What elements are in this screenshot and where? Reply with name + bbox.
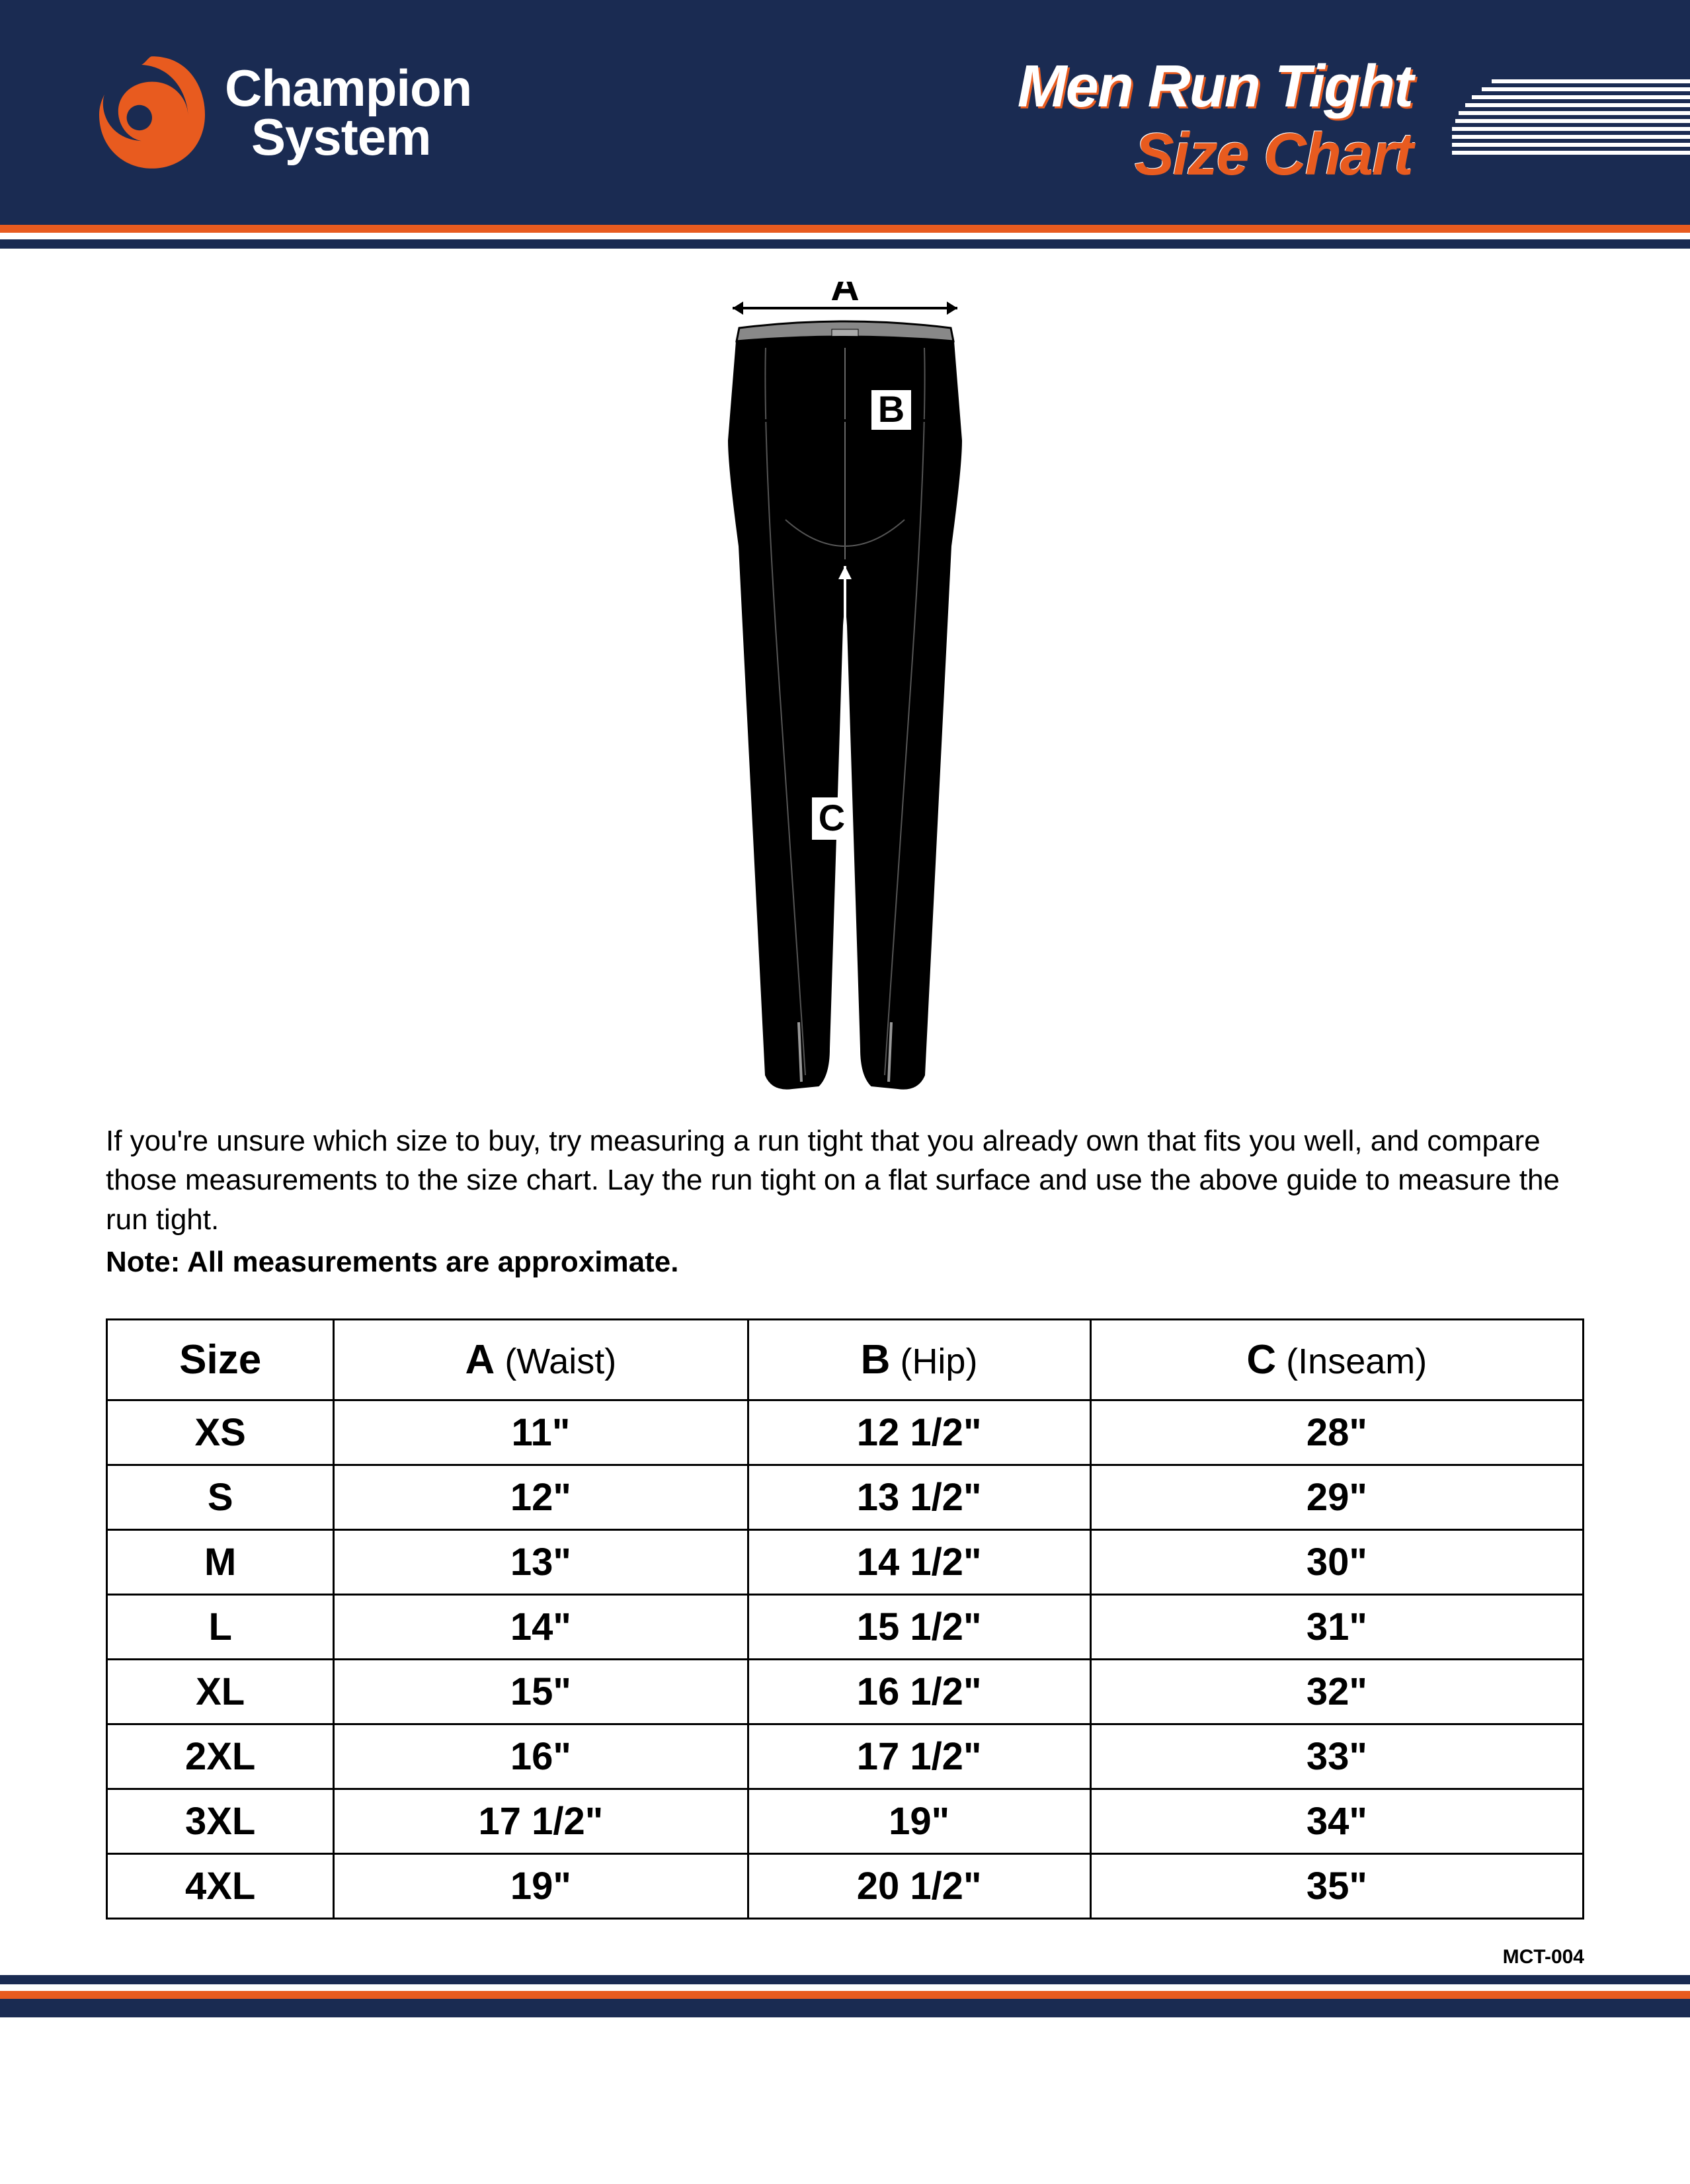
table-cell-c: 32": [1090, 1660, 1583, 1724]
header-divider: [0, 225, 1690, 249]
table-cell-b: 13 1/2": [748, 1465, 1090, 1530]
brand-name-line1: Champion: [225, 63, 471, 112]
table-cell-a: 17 1/2": [334, 1789, 748, 1854]
table-cell-b: 20 1/2": [748, 1854, 1090, 1919]
table-header-row: Size A (Waist) B (Hip) C (Inseam): [107, 1320, 1584, 1400]
table-row: XS11"12 1/2"28": [107, 1400, 1584, 1465]
table-row: 4XL19"20 1/2"35": [107, 1854, 1584, 1919]
table-cell-size: 3XL: [107, 1789, 334, 1854]
note-text: Note: All measurements are approximate.: [106, 1246, 1584, 1279]
table-cell-size: S: [107, 1465, 334, 1530]
table-cell-a: 14": [334, 1595, 748, 1660]
table-row: 3XL17 1/2"19"34": [107, 1789, 1584, 1854]
brand-name: Champion System: [225, 63, 471, 161]
table-cell-a: 13": [334, 1530, 748, 1595]
tights-diagram-icon: A B C: [660, 282, 1030, 1102]
col-header-size: Size: [107, 1320, 334, 1400]
table-cell-size: XL: [107, 1660, 334, 1724]
table-cell-size: 2XL: [107, 1724, 334, 1789]
document-code: MCT-004: [0, 1933, 1690, 1975]
header-stripes-icon: [1452, 79, 1690, 159]
table-cell-c: 28": [1090, 1400, 1583, 1465]
table-body: XS11"12 1/2"28"S12"13 1/2"29"M13"14 1/2"…: [107, 1400, 1584, 1919]
table-row: L14"15 1/2"31": [107, 1595, 1584, 1660]
col-header-c: C (Inseam): [1090, 1320, 1583, 1400]
table-cell-c: 33": [1090, 1724, 1583, 1789]
table-cell-b: 16 1/2": [748, 1660, 1090, 1724]
table-cell-c: 34": [1090, 1789, 1583, 1854]
table-row: M13"14 1/2"30": [107, 1530, 1584, 1595]
table-cell-c: 30": [1090, 1530, 1583, 1595]
col-header-a: A (Waist): [334, 1320, 748, 1400]
table-cell-size: M: [107, 1530, 334, 1595]
table-cell-a: 16": [334, 1724, 748, 1789]
table-cell-c: 35": [1090, 1854, 1583, 1919]
table-cell-a: 15": [334, 1660, 748, 1724]
table-row: S12"13 1/2"29": [107, 1465, 1584, 1530]
table-row: XL15"16 1/2"32": [107, 1660, 1584, 1724]
table-cell-size: 4XL: [107, 1854, 334, 1919]
table-cell-c: 31": [1090, 1595, 1583, 1660]
table-cell-a: 11": [334, 1400, 748, 1465]
table-cell-a: 19": [334, 1854, 748, 1919]
table-cell-b: 14 1/2": [748, 1530, 1090, 1595]
brand-name-line2: System: [225, 112, 471, 161]
table-row: 2XL16"17 1/2"33": [107, 1724, 1584, 1789]
table-cell-size: L: [107, 1595, 334, 1660]
size-chart-table: Size A (Waist) B (Hip) C (Inseam) XS11"1…: [106, 1318, 1584, 1920]
footer-divider: [0, 1975, 1690, 2017]
instructions-text: If you're unsure which size to buy, try …: [106, 1121, 1584, 1239]
content-area: A B C If you're unsu: [0, 249, 1690, 1933]
title-line1: Men Run Tight: [1018, 53, 1412, 121]
col-header-b: B (Hip): [748, 1320, 1090, 1400]
page-title-block: Men Run Tight Size Chart: [1018, 53, 1412, 189]
garment-diagram: A B C: [106, 282, 1584, 1102]
table-cell-c: 29": [1090, 1465, 1583, 1530]
title-line2: Size Chart: [1018, 121, 1412, 189]
table-cell-b: 15 1/2": [748, 1595, 1090, 1660]
diagram-label-b: B: [878, 388, 905, 430]
brand-logo-block: Champion System: [99, 56, 471, 169]
diagram-label-c: C: [819, 797, 845, 838]
table-cell-b: 17 1/2": [748, 1724, 1090, 1789]
diagram-label-a: A: [830, 282, 859, 309]
brand-swirl-icon: [99, 56, 205, 169]
table-cell-b: 19": [748, 1789, 1090, 1854]
table-cell-a: 12": [334, 1465, 748, 1530]
table-cell-b: 12 1/2": [748, 1400, 1090, 1465]
page-header: Champion System Men Run Tight Size Chart: [0, 0, 1690, 225]
table-cell-size: XS: [107, 1400, 334, 1465]
